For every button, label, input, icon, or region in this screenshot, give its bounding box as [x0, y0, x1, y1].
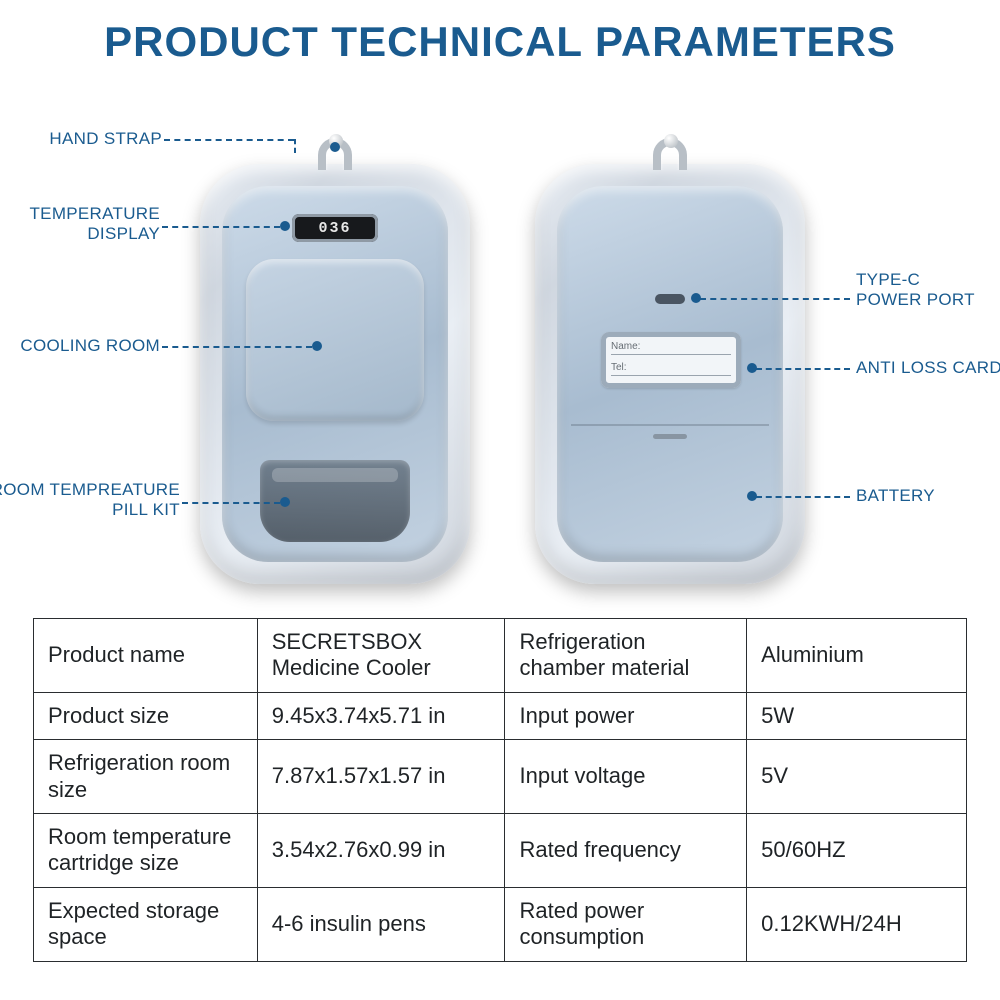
table-cell: Input voltage	[505, 740, 747, 814]
leader-battery	[756, 496, 850, 498]
table-row: Room temperature cartridge size3.54x2.76…	[34, 813, 967, 887]
table-cell: Rated frequency	[505, 813, 747, 887]
spec-table: Product nameSECRETSBOX Medicine CoolerRe…	[33, 618, 967, 962]
dot-temp-display	[280, 221, 290, 231]
diagram-area: 036 Name: Tel: HAND STRAP TEMPERATURE DI…	[0, 74, 1000, 614]
table-cell: Product name	[34, 619, 258, 693]
typec-port-icon	[655, 294, 685, 304]
leader-pill-kit	[182, 502, 280, 504]
leader-anti-loss	[756, 368, 850, 370]
device-back: Name: Tel:	[535, 164, 805, 584]
spec-table-body: Product nameSECRETSBOX Medicine CoolerRe…	[34, 619, 967, 962]
table-cell: Rated power consumption	[505, 887, 747, 961]
table-row: Product nameSECRETSBOX Medicine CoolerRe…	[34, 619, 967, 693]
dot-battery	[747, 491, 757, 501]
battery-panel	[571, 424, 769, 544]
label-anti-loss: ANTI LOSS CARD	[856, 358, 1000, 378]
dot-pill-kit	[280, 497, 290, 507]
dot-typec	[691, 293, 701, 303]
dot-anti-loss	[747, 363, 757, 373]
dot-hand-strap	[330, 142, 340, 152]
table-cell: Product size	[34, 692, 258, 739]
label-temp-display: TEMPERATURE DISPLAY	[0, 204, 160, 245]
dot-cooling-room	[312, 341, 322, 351]
page-title: PRODUCT TECHNICAL PARAMETERS	[0, 0, 1000, 74]
table-cell: 4-6 insulin pens	[257, 887, 505, 961]
anti-loss-card: Name: Tel:	[601, 332, 741, 388]
table-cell: 50/60HZ	[747, 813, 967, 887]
leader-typec	[700, 298, 850, 300]
table-cell: Refrigeration chamber material	[505, 619, 747, 693]
table-cell: 0.12KWH/24H	[747, 887, 967, 961]
label-hand-strap: HAND STRAP	[22, 129, 162, 149]
table-cell: SECRETSBOX Medicine Cooler	[257, 619, 505, 693]
table-cell: Aluminium	[747, 619, 967, 693]
label-cooling-room: COOLING ROOM	[0, 336, 160, 356]
table-cell: 5W	[747, 692, 967, 739]
table-cell: Refrigeration room size	[34, 740, 258, 814]
table-row: Refrigeration room size7.87x1.57x1.57 in…	[34, 740, 967, 814]
label-typec: TYPE-C POWER PORT	[856, 270, 996, 311]
card-tel-line: Tel:	[611, 361, 731, 376]
hand-strap-back-ball-icon	[664, 134, 678, 148]
leader-temp-display	[162, 226, 280, 228]
leader-cooling-room	[162, 346, 312, 348]
leader-hand-strap	[164, 139, 294, 141]
table-cell: 5V	[747, 740, 967, 814]
label-battery: BATTERY	[856, 486, 996, 506]
leader-hand-strap-v	[294, 139, 296, 153]
table-row: Product size9.45x3.74x5.71 inInput power…	[34, 692, 967, 739]
cooling-room-panel	[246, 259, 424, 421]
table-cell: Room temperature cartridge size	[34, 813, 258, 887]
table-cell: Input power	[505, 692, 747, 739]
table-cell: 3.54x2.76x0.99 in	[257, 813, 505, 887]
temperature-value: 036	[318, 220, 351, 237]
temperature-display: 036	[292, 214, 378, 242]
table-row: Expected storage space4-6 insulin pensRa…	[34, 887, 967, 961]
label-pill-kit: ROOM TEMPREATURE PILL KIT	[0, 480, 180, 521]
table-cell: 9.45x3.74x5.71 in	[257, 692, 505, 739]
table-cell: 7.87x1.57x1.57 in	[257, 740, 505, 814]
card-name-line: Name:	[611, 340, 731, 355]
table-cell: Expected storage space	[34, 887, 258, 961]
